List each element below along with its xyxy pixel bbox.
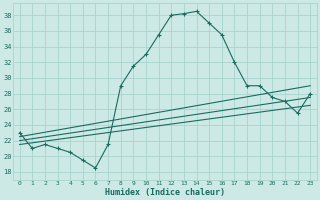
- X-axis label: Humidex (Indice chaleur): Humidex (Indice chaleur): [105, 188, 225, 197]
